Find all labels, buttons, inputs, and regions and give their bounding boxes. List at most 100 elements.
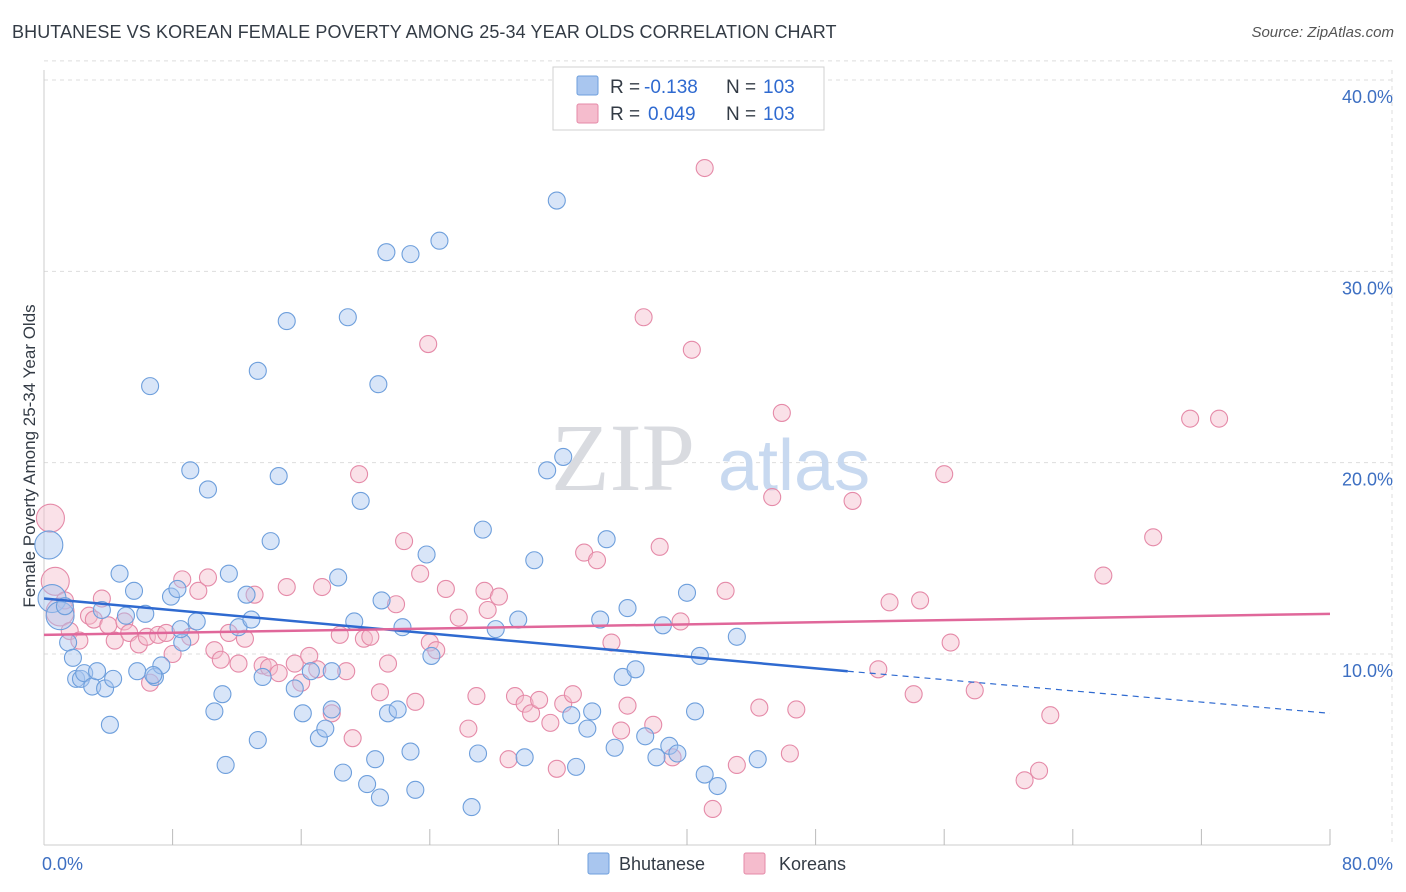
bhutanese-point	[597, 530, 616, 549]
koreans-point	[671, 612, 690, 631]
bhutanese-point	[45, 601, 75, 631]
bhutanese-point	[748, 750, 767, 769]
bhutanese-point	[316, 719, 335, 738]
bhutanese-point	[261, 532, 280, 551]
bhutanese-point	[248, 361, 267, 380]
bhutanese-point	[219, 564, 238, 583]
bhutanese-point	[100, 715, 119, 734]
watermark-atlas: atlas	[718, 426, 870, 506]
bhutanese-point	[422, 646, 441, 665]
koreans-point	[205, 641, 224, 660]
koreans-point	[427, 641, 446, 660]
bhutanese-point	[685, 702, 705, 721]
bhutanese-point	[216, 755, 235, 775]
bhutanese-point	[567, 757, 586, 776]
bhutanese-point	[110, 564, 129, 583]
bhutanese-point	[591, 610, 610, 629]
koreans-trend-line	[43, 612, 1331, 637]
koreans-point	[618, 696, 637, 715]
bhutanese-point	[377, 243, 396, 262]
bhutanese-point	[525, 551, 544, 570]
bhutanese-point	[388, 700, 407, 719]
koreans-point	[587, 551, 607, 570]
bhutanese-point	[677, 583, 697, 602]
grid	[44, 60, 1393, 845]
bhutanese-point	[161, 587, 181, 606]
chart-title: BHUTANESE VS KOREAN FEMALE POVERTY AMONG…	[12, 22, 837, 42]
bhutanese-point	[358, 775, 377, 794]
y-tick-label: 20.0%	[1342, 470, 1393, 490]
bhutanese-point	[136, 604, 155, 623]
koreans-point	[277, 577, 296, 597]
watermark-zip: ZIP	[551, 404, 695, 511]
bhutanese-point	[322, 662, 341, 681]
bhutanese-point	[547, 191, 566, 210]
bhutanese-point	[173, 633, 192, 652]
bhutanese-point	[690, 646, 709, 665]
bhutanese-point	[727, 627, 746, 646]
trend-lines	[43, 597, 1331, 714]
bhutanese-point	[708, 776, 727, 796]
bhutanese-point	[473, 520, 492, 539]
koreans-point	[35, 503, 65, 533]
bhutanese-point	[393, 618, 412, 637]
legend-r-value-koreans: 0.049	[648, 104, 696, 125]
koreans-point	[308, 660, 327, 679]
bhutanese-point	[372, 591, 391, 610]
bhutanese-point	[124, 581, 144, 600]
koreans-point	[370, 683, 390, 702]
bhutanese-point	[636, 727, 655, 746]
koreans-points	[35, 158, 1229, 819]
bhutanese-point	[237, 585, 256, 604]
koreans-point	[322, 704, 341, 723]
koreans-point	[198, 568, 218, 587]
bottom-legend-swatch-koreans	[743, 852, 766, 875]
bhutanese-point	[618, 599, 637, 618]
bhutanese-point	[626, 660, 645, 679]
bhutanese-point	[468, 744, 488, 763]
koreans-point	[395, 532, 414, 551]
bhutanese-point	[309, 729, 328, 748]
bhutanese-points	[34, 191, 767, 817]
koreans-point	[682, 340, 701, 359]
bhutanese-point	[128, 662, 147, 681]
koreans-point	[869, 660, 888, 679]
bhutanese-point	[401, 742, 420, 761]
bhutanese-point	[578, 719, 597, 738]
koreans-point	[1144, 528, 1163, 547]
koreans-point	[300, 646, 319, 665]
koreans-point	[285, 654, 304, 673]
koreans-point	[935, 465, 954, 484]
bhutanese-point	[406, 780, 425, 799]
bhutanese-point	[277, 312, 296, 331]
koreans-point	[965, 681, 984, 700]
koreans-point	[211, 650, 230, 669]
koreans-point	[515, 694, 534, 713]
legend-n-value-koreans: 103	[763, 104, 795, 125]
bhutanese-point	[59, 633, 78, 652]
bhutanese-point	[87, 662, 107, 681]
koreans-point	[478, 600, 497, 620]
watermark: ZIP atlas	[551, 404, 870, 511]
koreans-point	[716, 581, 735, 600]
y-tick-label: 30.0%	[1342, 278, 1393, 298]
bhutanese-point	[333, 763, 353, 782]
bhutanese-point	[430, 231, 449, 250]
bhutanese-point	[366, 750, 385, 769]
koreans-point	[467, 687, 486, 706]
bhutanese-point	[538, 461, 557, 480]
bhutanese-point	[301, 662, 320, 681]
koreans-point	[436, 579, 455, 598]
koreans-point	[235, 629, 254, 648]
koreans-point	[1181, 409, 1200, 428]
koreans-point	[612, 721, 631, 740]
bhutanese-point	[171, 620, 190, 639]
bhutanese-point	[285, 679, 304, 698]
koreans-point	[941, 633, 960, 652]
source-label: Source: ZipAtlas.com	[1251, 24, 1394, 41]
bhutanese-point	[242, 610, 261, 629]
koreans-point	[411, 564, 430, 583]
bhutanese-point	[104, 669, 123, 688]
bhutanese-point	[378, 704, 398, 723]
